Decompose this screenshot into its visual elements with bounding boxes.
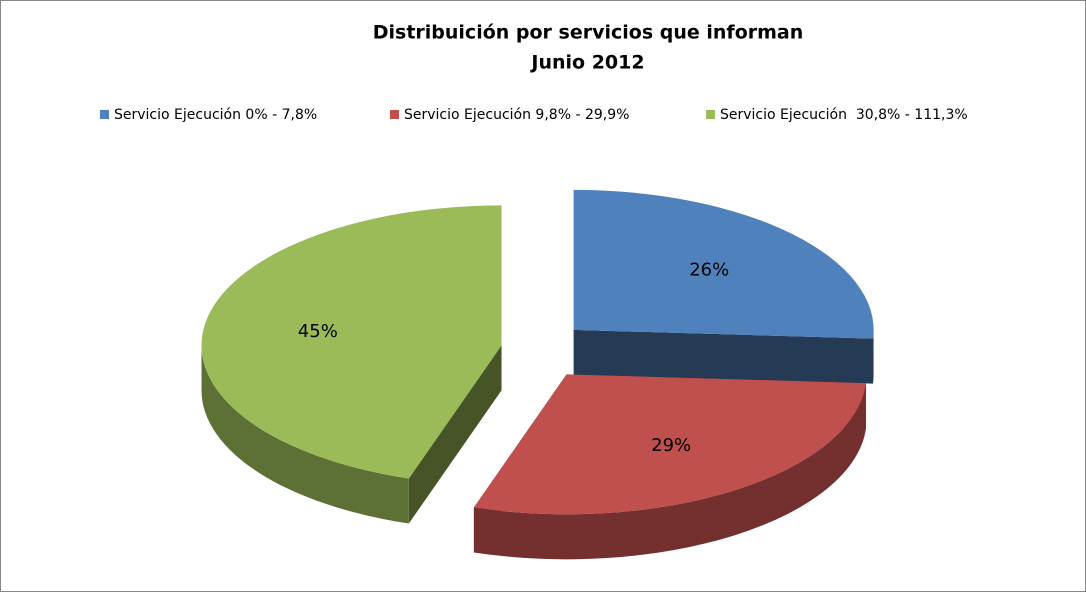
- legend-swatch: [390, 110, 399, 119]
- slice-side: [408, 345, 502, 524]
- data-label: 26%: [689, 259, 729, 280]
- chart-subtitle: Junio 2012: [529, 52, 644, 74]
- data-label: 29%: [651, 435, 691, 456]
- legend-swatch: [706, 110, 715, 119]
- pie-slice: [473, 374, 867, 515]
- legend-label: Servicio Ejecución 30,8% - 111,3%: [720, 107, 968, 123]
- pie-slice: [201, 205, 502, 479]
- pie-slice-group: 29%: [473, 374, 867, 560]
- legend-label: Servicio Ejecución 9,8% - 29,9%: [404, 107, 629, 123]
- pie-slice-group: 26%: [573, 189, 874, 384]
- chart-title: Distribuición por servicios que informan: [373, 22, 804, 44]
- slice-side: [573, 329, 874, 384]
- legend-swatch: [100, 110, 109, 119]
- slice-wall: [201, 345, 409, 524]
- pie-slice-group: 45%: [201, 205, 502, 524]
- pie-slice: [573, 189, 874, 339]
- slice-wall: [873, 329, 874, 384]
- legend-label: Servicio Ejecución 0% - 7,8%: [114, 107, 317, 123]
- data-label: 45%: [298, 321, 338, 342]
- slice-wall: [473, 383, 867, 560]
